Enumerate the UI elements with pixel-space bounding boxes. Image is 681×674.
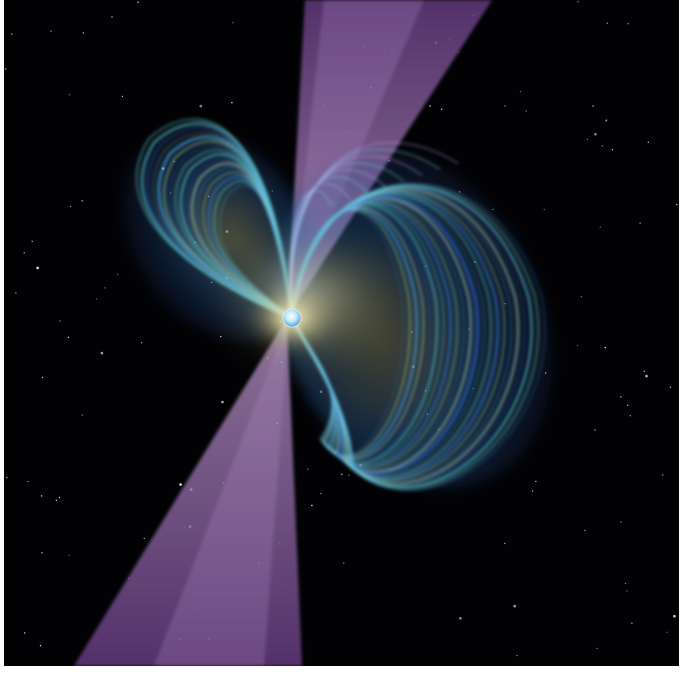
magnetic-field-lobe-right: [274, 142, 554, 491]
star: [504, 542, 506, 545]
star: [624, 582, 627, 585]
star: [525, 110, 527, 112]
star: [577, 1, 579, 3]
radiation-beam-bottom: [74, 318, 302, 666]
star: [58, 496, 61, 499]
star: [592, 105, 594, 107]
star: [627, 23, 629, 25]
star: [36, 266, 39, 270]
star: [441, 108, 443, 111]
star: [599, 226, 601, 228]
star: [532, 490, 534, 492]
star: [604, 346, 606, 349]
star: [232, 22, 234, 24]
star: [81, 414, 84, 416]
star: [516, 654, 518, 657]
star: [343, 562, 345, 564]
star: [586, 138, 589, 140]
star: [116, 273, 119, 276]
star: [596, 647, 598, 650]
star: [221, 400, 224, 404]
star: [311, 504, 313, 507]
star: [643, 370, 645, 372]
star: [348, 474, 350, 476]
field-line: [291, 182, 546, 491]
star: [140, 342, 143, 344]
star: [341, 473, 343, 475]
star: [220, 335, 222, 338]
star: [639, 222, 641, 224]
star: [666, 631, 668, 633]
star: [100, 351, 104, 355]
star: [39, 645, 42, 647]
star: [662, 474, 664, 476]
star: [143, 537, 145, 540]
star: [199, 104, 203, 108]
star: [31, 240, 33, 242]
star: [629, 415, 631, 417]
star: [41, 376, 44, 379]
star: [95, 298, 98, 300]
star: [55, 499, 58, 501]
star: [104, 287, 106, 289]
star: [11, 33, 13, 35]
star: [24, 632, 26, 634]
star: [41, 552, 43, 554]
star: [320, 492, 322, 495]
neutron-star: [282, 308, 302, 328]
pulsar-svg: [4, 0, 679, 666]
star: [606, 22, 608, 24]
star: [40, 495, 43, 497]
star: [111, 16, 113, 18]
star: [519, 91, 522, 93]
star: [513, 604, 516, 608]
star: [626, 590, 628, 592]
star: [504, 105, 506, 107]
star: [137, 1, 139, 3]
star: [179, 483, 182, 486]
star: [27, 480, 29, 483]
star: [5, 68, 7, 70]
star: [15, 292, 17, 294]
star: [81, 200, 83, 202]
star: [535, 480, 537, 483]
star: [620, 521, 622, 523]
star: [601, 145, 603, 147]
star: [68, 94, 71, 96]
star: [631, 622, 633, 624]
star: [594, 132, 597, 136]
star: [584, 529, 586, 532]
star: [67, 336, 70, 339]
field-line: [140, 122, 294, 320]
star: [50, 30, 52, 32]
star: [676, 203, 678, 206]
star: [576, 344, 579, 347]
field-line: [136, 118, 293, 319]
star: [627, 404, 629, 406]
star: [580, 296, 582, 298]
star: [594, 429, 596, 431]
star: [620, 396, 622, 398]
star: [611, 149, 614, 151]
star: [669, 386, 672, 388]
core-glow: [214, 230, 394, 370]
star: [69, 205, 72, 208]
star: [645, 374, 648, 378]
star: [543, 208, 545, 211]
star: [121, 95, 124, 98]
star: [59, 320, 61, 322]
pulsar-illustration: [4, 0, 679, 666]
star: [429, 105, 431, 107]
star: [68, 554, 70, 557]
star: [459, 617, 462, 620]
star: [6, 476, 8, 479]
star: [23, 252, 25, 254]
star: [307, 468, 309, 470]
star: [605, 119, 608, 121]
star: [647, 141, 649, 143]
star: [82, 32, 85, 34]
star: [231, 102, 233, 104]
star: [673, 614, 676, 618]
